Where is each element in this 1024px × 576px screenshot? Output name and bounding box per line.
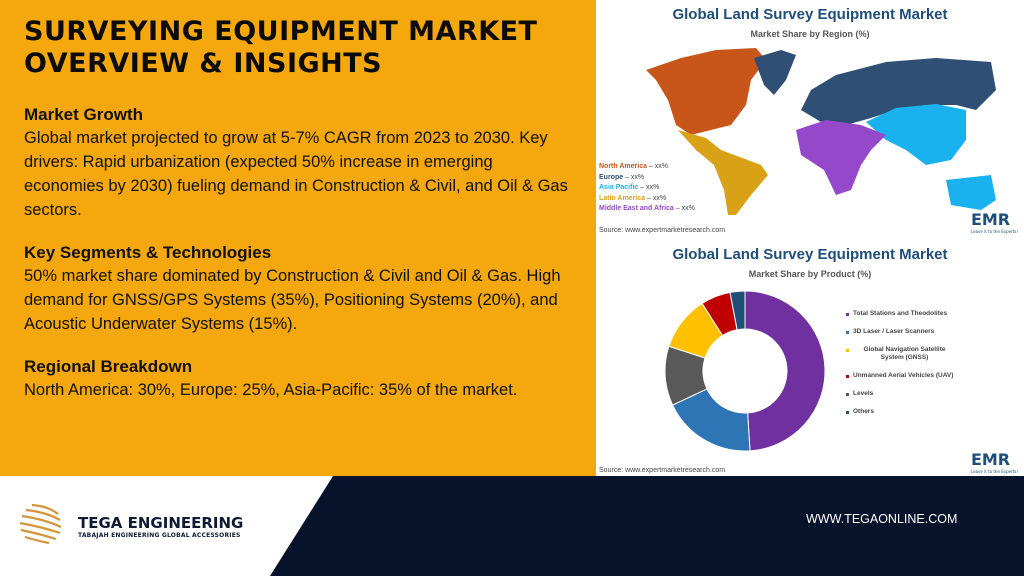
brand-tagline: TABAJAH ENGINEERING GLOBAL ACCESSORIES [78,532,241,539]
legend-item: Global Navigation Satellite System (GNSS… [846,346,956,362]
map-source: Source: www.expertmarketresearch.com [599,227,726,234]
website-link[interactable]: WWW.TEGAONLINE.COM [806,512,958,526]
regional-breakdown-section: Regional Breakdown North America: 30%, E… [24,356,572,402]
donut-slice-total-stations-and-theodolites [744,290,826,452]
legend-item: Europe – xx% [599,173,645,181]
north-america-region [646,48,766,135]
world-map [646,48,996,215]
market-growth-section: Market Growth Global market projected to… [24,104,572,222]
europe-russia-region [801,58,996,125]
brand: TEGA ENGINEERING TABAJAH ENGINEERING GLO… [78,514,243,539]
legend-item: Asia Pacific – xx% [599,184,660,191]
chart-legend: Total Stations and Theodolites 3D Laser … [846,310,956,426]
greenland-region [754,50,796,95]
chart-title: Global Land Survey Equipment Market [672,246,948,263]
footer-navy-shape [270,476,1024,576]
emr-logo: EMR Leave it to the Experts! [970,450,1018,474]
page-title: Surveying Equipment Market Overview & In… [24,16,538,79]
legend-item: Others [846,408,956,416]
infographics: Global Land Survey Equipment Market Mark… [596,0,1024,476]
map-subtitle: Market Share by Region (%) [750,29,870,39]
section-body: Global market projected to grow at 5-7% … [24,129,568,219]
latin-america-region [678,130,768,215]
section-heading: Regional Breakdown [24,357,193,376]
section-body: North America: 30%, Europe: 25%, Asia-Pa… [24,381,518,399]
middle-east-africa-region [796,120,886,195]
tega-globe-logo-icon [19,503,62,545]
key-segments-section: Key Segments & Technologies 50% market s… [24,242,572,336]
brand-name: TEGA ENGINEERING [78,514,244,532]
region-map-panel: Global Land Survey Equipment Market Mark… [596,0,1024,238]
legend-item: Levels [846,390,956,398]
legend-item: North America – xx% [599,163,668,170]
overview-panel: Surveying Equipment Market Overview & In… [0,0,596,476]
asia-pacific-region [866,104,996,210]
legend-item: Total Stations and Theodolites [846,310,956,318]
footer: TEGA ENGINEERING TABAJAH ENGINEERING GLO… [0,476,1024,576]
legend-item: 3D Laser / Laser Scanners [846,328,956,336]
section-heading: Market Growth [24,105,144,124]
chart-subtitle: Market Share by Product (%) [748,269,872,279]
section-heading: Key Segments & Technologies [24,243,272,262]
donut-slice-others [729,290,746,331]
legend-item: Unmanned Aerial Vehicles (UAV) [846,372,956,380]
legend-item: Latin America – xx% [599,194,667,202]
map-title: Global Land Survey Equipment Market [672,6,948,23]
emr-logo: EMR Leave it to the Experts! [970,210,1018,234]
product-chart-panel: Global Land Survey Equipment Market Mark… [596,240,1024,478]
chart-source: Source: www.expertmarketresearch.com [599,467,726,474]
map-legend: North America – xx% Europe – xx% Asia Pa… [599,162,695,215]
section-body: 50% market share dominated by Constructi… [24,267,561,333]
donut-chart [664,290,826,452]
legend-item: Middle East and Africa – xx% [599,205,695,212]
